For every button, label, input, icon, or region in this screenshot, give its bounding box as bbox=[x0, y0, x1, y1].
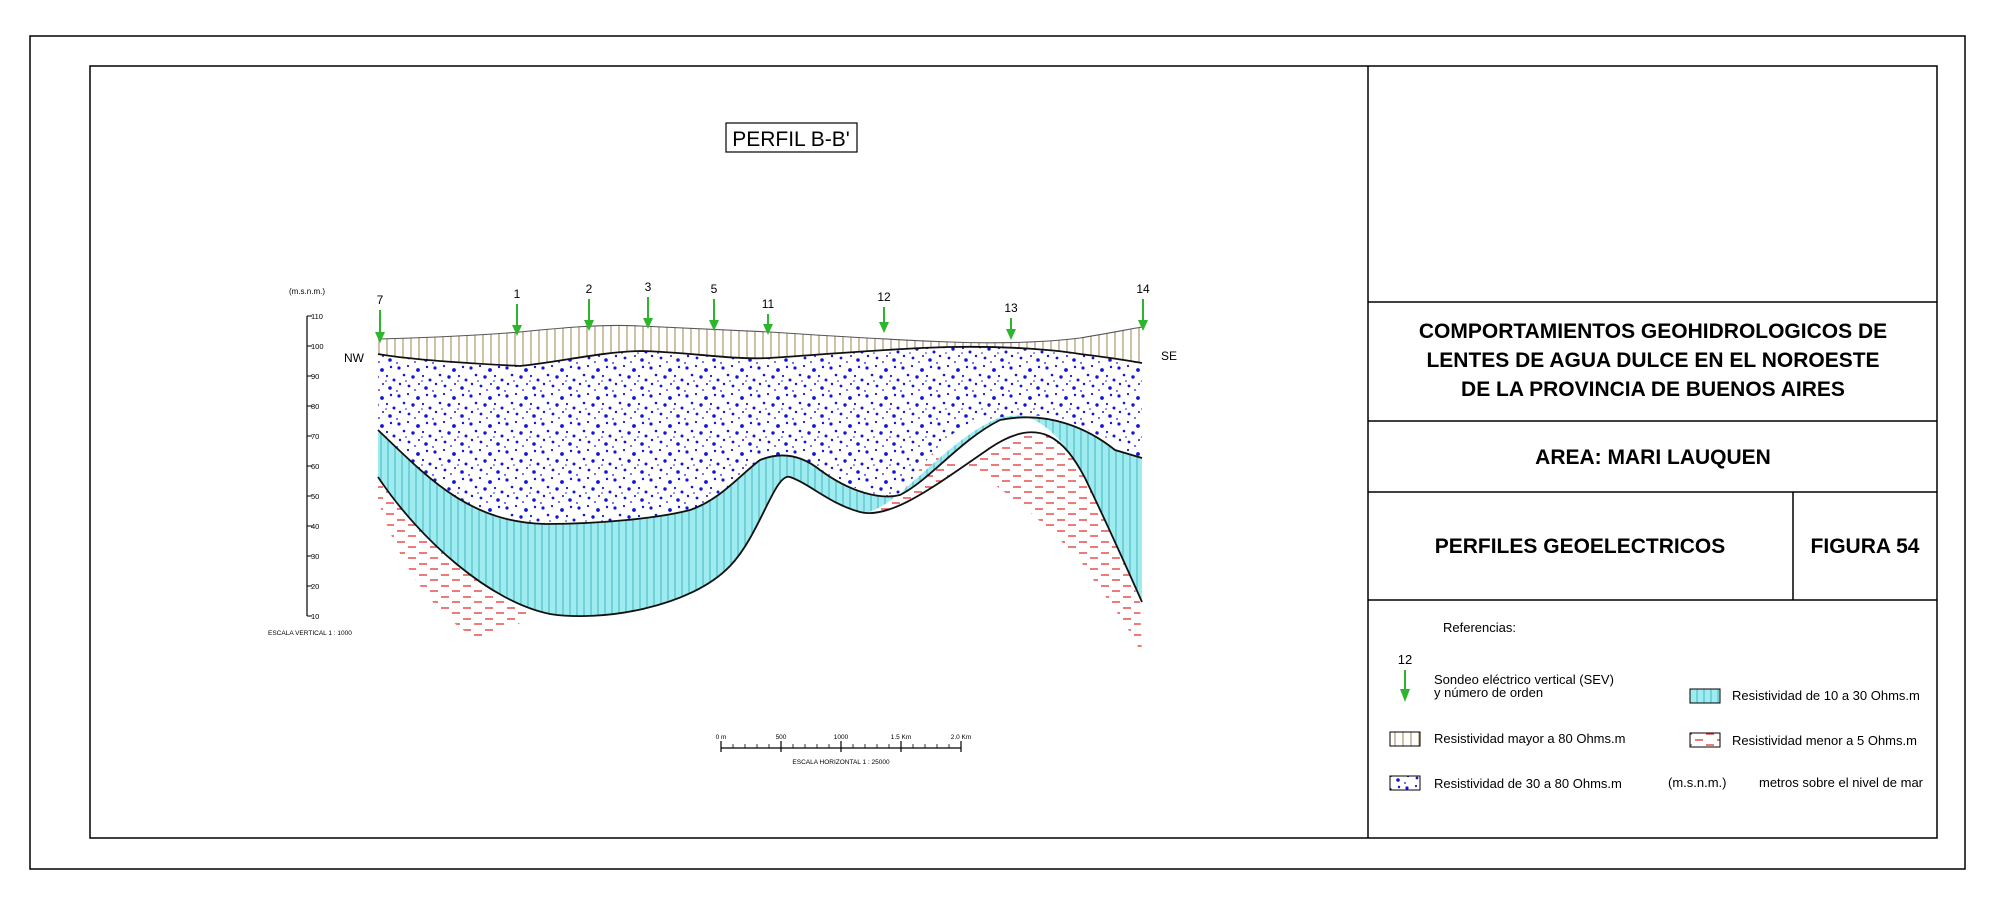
legend-label-lt5: Resistividad menor a 5 Ohms.m bbox=[1732, 733, 1917, 748]
horizontal-scale-label: ESCALA HORIZONTAL 1 : 25000 bbox=[792, 759, 890, 766]
legend-sev-line-1: Sondeo eléctrico vertical (SEV) bbox=[1434, 672, 1614, 687]
legend-sev-arrow-icon bbox=[1400, 670, 1410, 702]
profile-title: PERFIL B-B' bbox=[732, 128, 850, 151]
vertical-axis-tick-label: 60 bbox=[311, 462, 319, 471]
sev-arrow-head bbox=[1006, 329, 1016, 340]
sev-arrow-head bbox=[1138, 320, 1148, 331]
geoelectric-profile: PERFIL B-B' NW SE (m.s.n.m.) 11010090807… bbox=[268, 122, 1177, 766]
sev-arrow-head bbox=[709, 320, 719, 331]
sev-number: 5 bbox=[711, 282, 718, 296]
legend-swatch-blue bbox=[1389, 775, 1421, 791]
legend-label-30-80: Resistividad de 30 a 80 Ohms.m bbox=[1434, 776, 1622, 791]
legend-label-10-30: Resistividad de 10 a 30 Ohms.m bbox=[1732, 688, 1920, 703]
profile-title-box bbox=[725, 122, 858, 153]
scale-tick-label: 1.5 Km bbox=[891, 734, 912, 741]
legend-swatch-red bbox=[1689, 732, 1721, 748]
report-title-line-3: DE LA PROVINCIA DE BUENOS AIRES bbox=[1461, 378, 1845, 401]
legend-sev-number: 12 bbox=[1398, 652, 1412, 667]
sev-marker: 7 bbox=[375, 293, 385, 343]
vertical-axis-tick-label: 50 bbox=[311, 492, 319, 501]
vertical-axis-tick-label: 40 bbox=[311, 522, 319, 531]
sev-number: 14 bbox=[1136, 282, 1150, 296]
sev-marker: 2 bbox=[584, 282, 594, 331]
sev-arrow-head bbox=[763, 324, 773, 335]
report-title-line-1: COMPORTAMIENTOS GEOHIDROLOGICOS DE bbox=[1419, 320, 1887, 343]
legend-msnm-text: metros sobre el nivel de mar bbox=[1759, 775, 1924, 790]
boundary-surface bbox=[377, 324, 1143, 344]
section-label: PERFILES GEOELECTRICOS bbox=[1435, 535, 1726, 558]
sev-number: 11 bbox=[762, 297, 775, 311]
sev-marker: 14 bbox=[1136, 282, 1150, 331]
vertical-scale-label: ESCALA VERTICAL 1 : 1000 bbox=[268, 630, 352, 637]
report-title-line-2: LENTES DE AGUA DULCE EN EL NOROESTE bbox=[1426, 349, 1879, 372]
sev-marker: 3 bbox=[643, 280, 653, 329]
scale-tick-label: 0 m bbox=[716, 734, 727, 741]
legend-msnm-abbr: (m.s.n.m.) bbox=[1668, 775, 1727, 790]
sev-number: 12 bbox=[877, 290, 891, 304]
inner-border bbox=[89, 65, 1938, 839]
scale-tick-label: 1000 bbox=[834, 734, 849, 741]
sev-arrow-head bbox=[375, 332, 385, 343]
sev-number: 13 bbox=[1004, 301, 1018, 315]
legend: Referencias: 12 Sondeo eléctrico vertica… bbox=[1389, 620, 1924, 791]
sev-marker: 1 bbox=[512, 287, 522, 336]
figure-number: FIGURA 54 bbox=[1811, 535, 1920, 558]
legend-sev-line-2: y número de orden bbox=[1434, 685, 1543, 700]
layer-blue-30-80 bbox=[378, 346, 1142, 524]
boundary-tan-blue bbox=[377, 345, 1143, 367]
scale-tick-label: 2.0 Km bbox=[951, 734, 972, 741]
sev-marker: 12 bbox=[877, 290, 891, 333]
sev-marker: 11 bbox=[762, 297, 775, 335]
layer-tan-gt80 bbox=[378, 325, 1142, 366]
sev-number: 7 bbox=[377, 293, 384, 307]
direction-se: SE bbox=[1161, 349, 1177, 363]
boundary-blue-cyan bbox=[377, 416, 1143, 525]
vertical-axis-tick-label: 10 bbox=[311, 612, 319, 621]
horizontal-scale-bar: 0 m 500 1000 1.5 Km 2.0 Km bbox=[716, 734, 972, 752]
sev-number: 3 bbox=[645, 280, 652, 294]
sev-arrow-head bbox=[879, 322, 889, 333]
direction-nw: NW bbox=[344, 351, 365, 365]
scale-tick-label: 500 bbox=[776, 734, 787, 741]
sev-marker: 13 bbox=[1004, 301, 1018, 340]
sev-arrow-head bbox=[512, 325, 522, 336]
legend-heading: Referencias: bbox=[1443, 620, 1516, 635]
legend-swatch-cyan bbox=[1689, 688, 1721, 704]
vertical-axis-tick-label: 20 bbox=[311, 582, 319, 591]
outer-border bbox=[29, 35, 1966, 870]
legend-label-gt80: Resistividad mayor a 80 Ohms.m bbox=[1434, 731, 1625, 746]
area-label: AREA: MARI LAUQUEN bbox=[1535, 446, 1771, 469]
title-block: COMPORTAMIENTOS GEOHIDROLOGICOS DE LENTE… bbox=[1367, 66, 1937, 838]
sev-number: 2 bbox=[586, 282, 593, 296]
sev-arrow-head bbox=[643, 318, 653, 329]
vertical-axis-tick-label: 70 bbox=[311, 432, 319, 441]
vertical-axis-tick-label: 100 bbox=[311, 342, 324, 351]
sev-marker: 5 bbox=[709, 282, 719, 331]
vertical-axis-tick-label: 110 bbox=[311, 312, 323, 321]
vertical-axis-unit: (m.s.n.m.) bbox=[289, 287, 325, 296]
sev-number: 1 bbox=[514, 287, 521, 301]
sev-arrow-head bbox=[584, 320, 594, 331]
vertical-axis-tick-label: 80 bbox=[311, 402, 319, 411]
boundary-cyan-red bbox=[377, 431, 1143, 618]
vertical-axis-tick-label: 30 bbox=[311, 552, 319, 561]
vertical-axis-ticks: 110 100 90 80 70 60 50 40 30 20 10 bbox=[307, 312, 324, 621]
vertical-axis-tick-label: 90 bbox=[311, 372, 319, 381]
legend-swatch-tan bbox=[1389, 731, 1421, 747]
layer-cyan-10-30 bbox=[378, 414, 1142, 617]
